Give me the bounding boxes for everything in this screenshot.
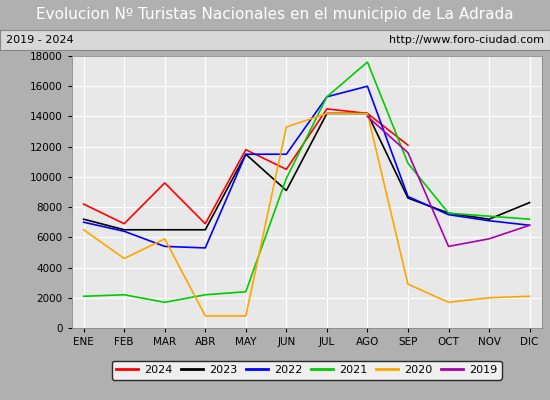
Text: Evolucion Nº Turistas Nacionales en el municipio de La Adrada: Evolucion Nº Turistas Nacionales en el m…	[36, 8, 514, 22]
Text: http://www.foro-ciudad.com: http://www.foro-ciudad.com	[389, 35, 544, 45]
Text: 2019 - 2024: 2019 - 2024	[6, 35, 73, 45]
Legend: 2024, 2023, 2022, 2021, 2020, 2019: 2024, 2023, 2022, 2021, 2020, 2019	[112, 361, 502, 380]
